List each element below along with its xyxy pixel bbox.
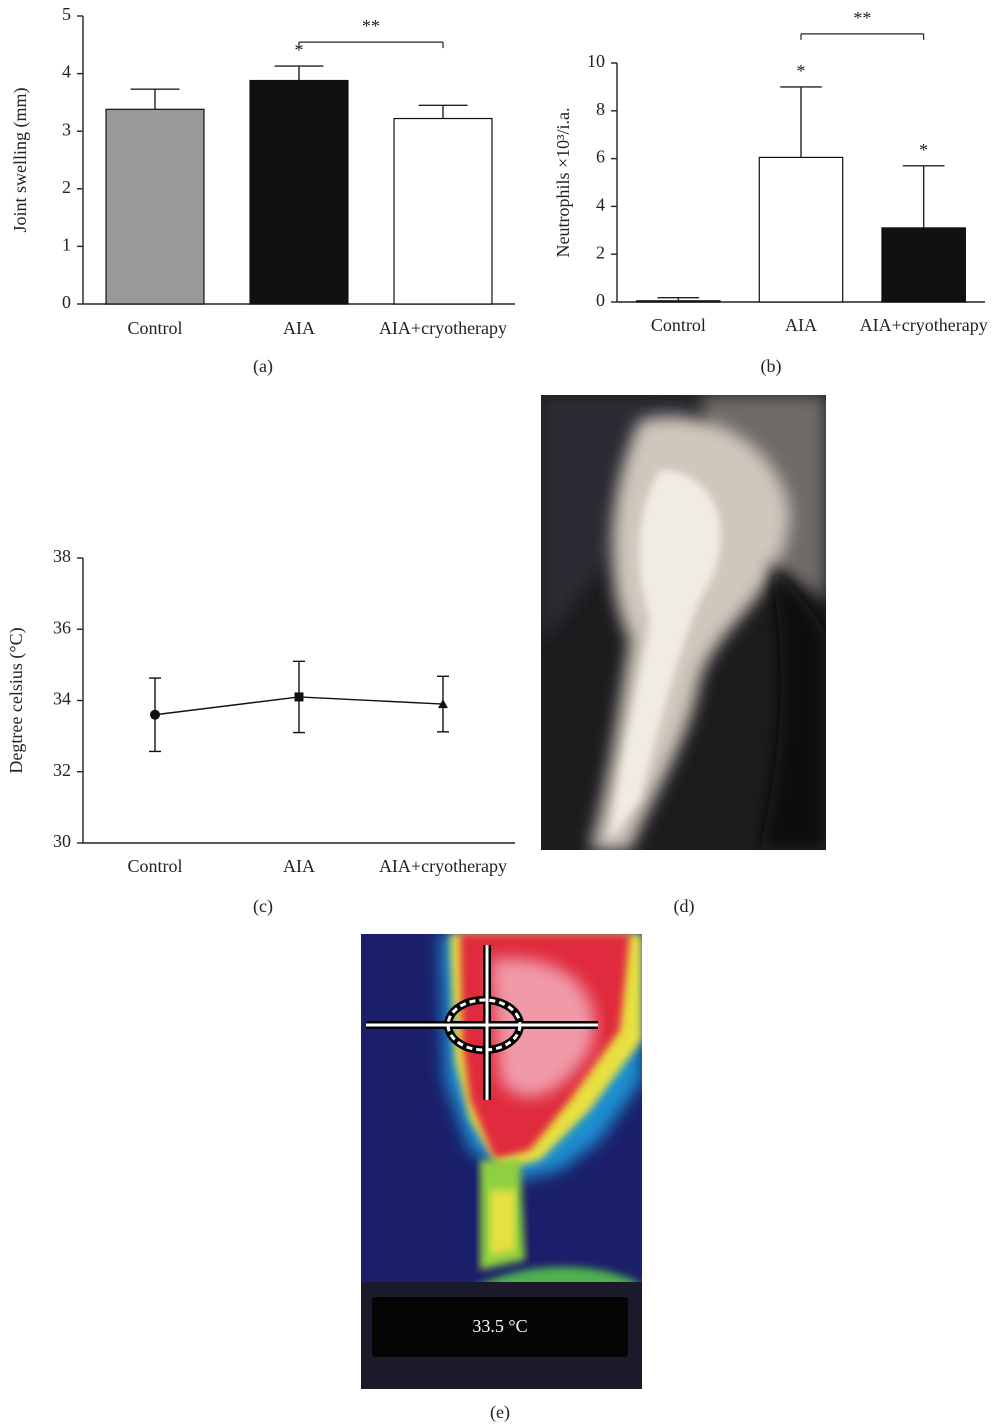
y-tick-label: 8 [596,99,605,119]
bar [105,108,205,305]
panel-label: (e) [490,1402,510,1423]
y-tick-label: 36 [53,617,71,637]
panel-label: (b) [761,356,782,377]
y-axis-label: Joint swelling (mm) [10,88,31,233]
photo [541,395,826,850]
y-tick-label: 4 [596,195,605,215]
marker [150,709,160,720]
bar [758,156,844,303]
panel-label: (a) [253,356,273,377]
panel-label: (c) [253,896,273,917]
significance-label: ** [362,16,380,36]
y-tick-label: 30 [53,831,71,851]
x-tick-label: AIA+cryotherapy [379,856,507,876]
significance-label: * [919,140,928,160]
significance-label: ** [853,8,871,28]
temperature-reading: 33.5 °C [472,1316,527,1336]
bar [636,300,721,303]
y-tick-label: 0 [62,292,71,312]
panel-label: (d) [674,896,695,917]
bar [249,79,349,305]
y-tick-label: 32 [53,760,71,780]
y-tick-label: 0 [596,290,605,310]
y-tick-label: 1 [62,235,71,255]
x-tick-label: AIA [283,856,315,876]
marker [438,699,448,709]
x-tick-label: AIA [283,318,315,338]
x-tick-label: Control [127,856,182,876]
y-tick-label: 4 [62,62,71,82]
marker [294,692,304,702]
x-tick-label: AIA+cryotherapy [860,315,988,335]
y-tick-label: 10 [587,51,605,71]
y-axis-label: Neutrophils ×10³/i.a. [553,107,573,257]
thermal-image [361,934,642,1389]
significance-label: * [797,61,806,81]
y-axis-label: Degtree celsius (°C) [6,627,27,773]
x-tick-label: AIA+cryotherapy [379,318,507,338]
y-tick-label: 5 [62,4,71,24]
y-tick-label: 6 [596,147,605,167]
y-tick-label: 38 [53,546,71,566]
bar [393,117,493,305]
bar [881,227,966,303]
x-tick-label: Control [127,318,182,338]
significance-label: * [295,40,304,60]
y-tick-label: 2 [596,242,605,262]
x-tick-label: AIA [785,315,817,335]
x-tick-label: Control [651,315,706,335]
y-tick-label: 2 [62,177,71,197]
y-tick-label: 3 [62,119,71,139]
y-tick-label: 34 [53,689,71,709]
